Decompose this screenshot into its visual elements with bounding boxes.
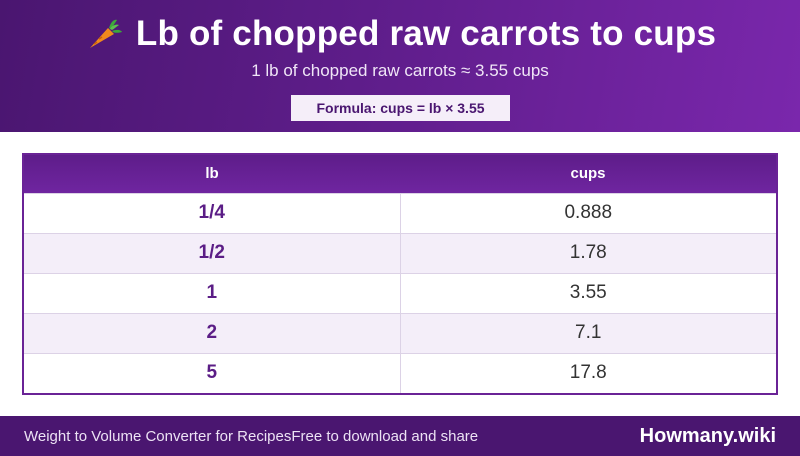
table-row: 1 3.55 (24, 272, 776, 313)
column-header-cups: cups (400, 155, 776, 193)
column-header-lb: lb (24, 155, 400, 193)
lb-cell: 1/4 (24, 192, 401, 233)
carrot-icon (89, 19, 122, 48)
cups-cell: 0.888 (400, 192, 776, 233)
lb-cell: 1 (24, 272, 401, 313)
title-text: Lb of chopped raw carrots to cups (135, 14, 717, 53)
table-row: 1/4 0.888 (24, 192, 776, 233)
footer-bar: Weight to Volume Converter for RecipesFr… (0, 416, 800, 456)
lb-cell: 1/2 (24, 232, 401, 273)
page-title: Lb of chopped raw carrots to cups (0, 14, 800, 54)
subtitle: 1 lb of chopped raw carrots ≈ 3.55 cups (251, 61, 549, 80)
table-row: 2 7.1 (24, 312, 776, 353)
cups-cell: 17.8 (400, 352, 776, 393)
footer-tagline: Weight to Volume Converter for RecipesFr… (24, 428, 479, 445)
table-row: 5 17.8 (24, 352, 776, 393)
cups-cell: 3.55 (400, 272, 776, 313)
header-banner: Lb of chopped raw carrots to cups 1 lb o… (0, 0, 800, 132)
cups-cell: 7.1 (400, 312, 776, 353)
formula-badge: Formula: cups = lb × 3.55 (291, 95, 510, 121)
cups-cell: 1.78 (400, 232, 776, 273)
table-row: 1/2 1.78 (24, 232, 776, 273)
conversion-table: lb cups 1/4 0.888 1/2 1.78 1 3.55 2 7.1 (22, 153, 778, 395)
brand-link[interactable]: Howmany.wiki (639, 425, 776, 447)
lb-cell: 5 (24, 352, 401, 393)
table-header-row: lb cups (24, 155, 776, 193)
lb-cell: 2 (24, 312, 401, 353)
